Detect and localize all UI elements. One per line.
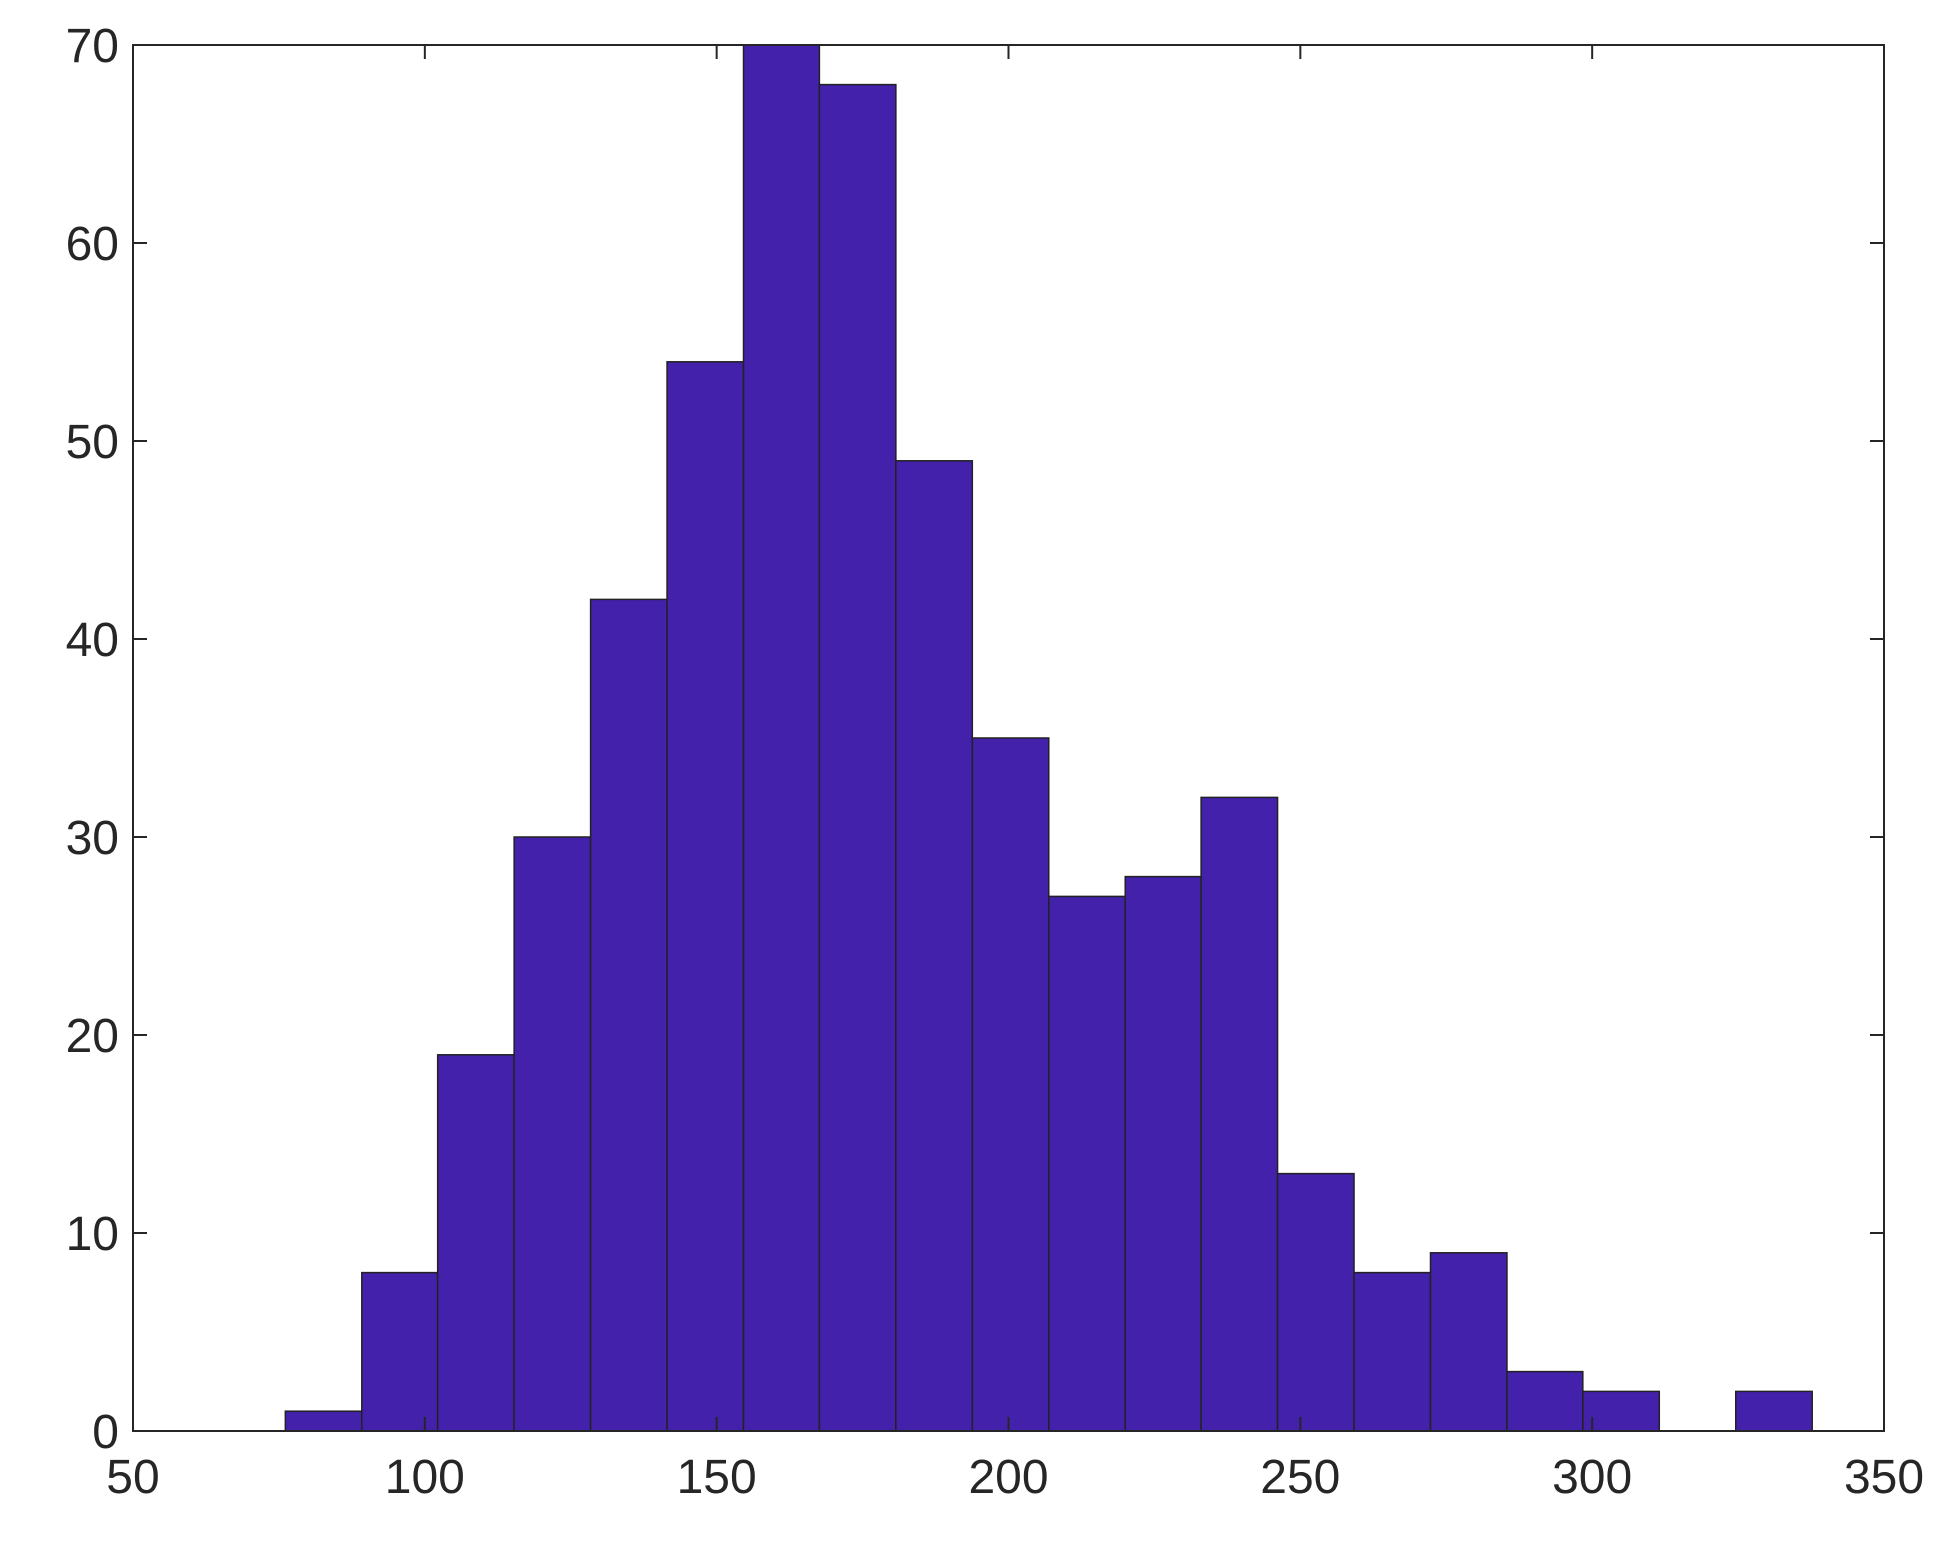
bar	[1048, 895, 1126, 1432]
y-tick-label: 10	[66, 1208, 119, 1261]
x-tick-label: 50	[106, 1451, 159, 1504]
x-tick-label: 150	[677, 1451, 757, 1504]
y-tick-label: 40	[66, 614, 119, 667]
bar	[1582, 1390, 1661, 1432]
bar	[589, 598, 668, 1432]
y-tick-label: 20	[66, 1010, 119, 1063]
x-tick-label: 300	[1552, 1451, 1632, 1504]
x-tick-label: 200	[968, 1451, 1048, 1504]
bar	[284, 1410, 363, 1432]
bar	[895, 460, 974, 1432]
bar	[1353, 1271, 1432, 1432]
bar	[1124, 875, 1202, 1432]
bar	[1200, 796, 1279, 1432]
bar	[513, 836, 592, 1432]
bar	[1429, 1252, 1508, 1432]
y-tick-label: 30	[66, 812, 119, 865]
y-tick-label: 50	[66, 416, 119, 469]
bar	[1506, 1370, 1584, 1432]
bar	[361, 1271, 439, 1432]
bar	[1276, 1172, 1355, 1432]
x-tick-label: 100	[385, 1451, 465, 1504]
x-tick-label: 250	[1260, 1451, 1340, 1504]
y-tick-label: 0	[92, 1406, 119, 1459]
bar	[818, 83, 897, 1432]
y-tick-label: 70	[66, 20, 119, 73]
bar	[436, 1054, 515, 1432]
y-tick-label: 60	[66, 218, 119, 271]
bar	[1734, 1390, 1813, 1432]
bar	[971, 737, 1050, 1432]
bar	[742, 44, 821, 1432]
bar	[666, 361, 745, 1432]
x-tick-label: 350	[1844, 1451, 1924, 1504]
